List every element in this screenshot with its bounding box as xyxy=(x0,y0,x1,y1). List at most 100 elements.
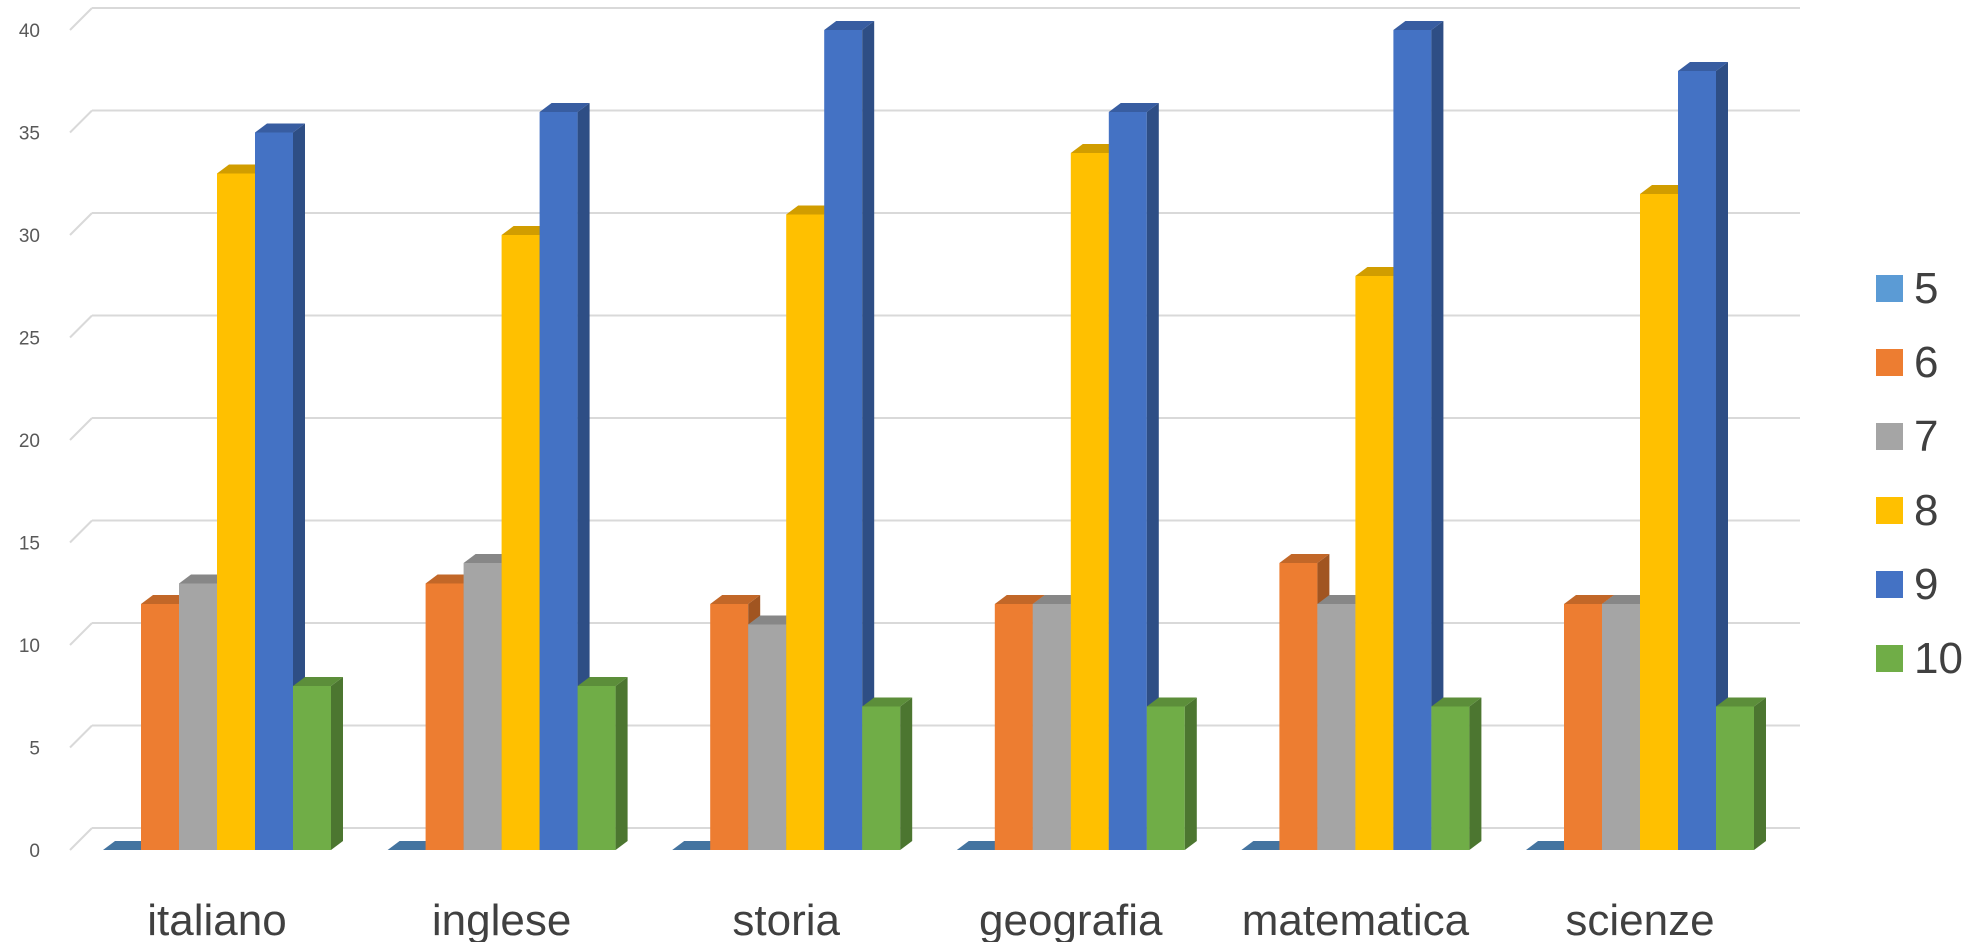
legend-label: 6 xyxy=(1914,338,1938,387)
legend-label: 10 xyxy=(1914,634,1963,683)
bar-side xyxy=(1431,21,1444,850)
bar-front xyxy=(577,686,616,850)
bar-top xyxy=(1640,185,1690,194)
legend-label: 5 xyxy=(1914,264,1938,313)
bar-side xyxy=(615,677,628,850)
y-tick-label: 10 xyxy=(19,636,40,657)
bar xyxy=(1393,21,1444,850)
bar-front xyxy=(1640,194,1678,850)
bar-top xyxy=(1431,697,1482,707)
bar-front xyxy=(1564,604,1602,850)
bar-top xyxy=(824,21,875,30)
y-tick-label: 0 xyxy=(29,841,40,862)
bar-side xyxy=(1146,103,1159,850)
category-label: matematica xyxy=(1242,896,1470,942)
bar-front xyxy=(824,30,863,850)
legend-item: 10 xyxy=(1876,634,1963,683)
gridline-diagonal-2 xyxy=(69,622,93,646)
bar xyxy=(1108,103,1159,850)
bar-front xyxy=(425,583,464,850)
y-tick-label: 35 xyxy=(19,124,40,145)
category-label: scienze xyxy=(1565,896,1714,942)
bar-side xyxy=(293,123,305,850)
bar-front xyxy=(1431,706,1470,850)
bar-top xyxy=(1393,21,1444,30)
bar-top xyxy=(1032,595,1083,604)
bar-front xyxy=(1355,276,1394,850)
gridlines xyxy=(69,7,1800,851)
legend-swatch xyxy=(1876,497,1903,524)
legend-swatch xyxy=(1876,645,1903,672)
bar-top xyxy=(1678,62,1728,71)
gridline-diagonal-8 xyxy=(69,7,93,31)
bar-top xyxy=(1355,267,1406,276)
bar-top xyxy=(293,677,343,686)
bar-top xyxy=(1070,144,1121,153)
bar xyxy=(1431,697,1482,850)
bar-front xyxy=(293,686,331,850)
legend-item: 8 xyxy=(1876,486,1938,535)
bar-side xyxy=(862,21,875,850)
bar-top xyxy=(1241,841,1292,850)
gridline-diagonal-1 xyxy=(69,724,93,749)
bar-top xyxy=(1526,841,1576,850)
y-tick-label: 30 xyxy=(19,226,40,247)
bar-front xyxy=(539,112,578,850)
bar-top xyxy=(103,841,153,850)
bar xyxy=(103,841,153,850)
bar-side xyxy=(1716,62,1728,850)
gridline-diagonal-3 xyxy=(69,519,93,544)
bar-front xyxy=(1393,30,1432,850)
bar-front xyxy=(141,604,179,850)
bar-top xyxy=(1564,595,1614,604)
bar-front xyxy=(710,604,749,850)
legend-item: 5 xyxy=(1876,264,1938,313)
gridline-diagonal-5 xyxy=(69,314,93,339)
legend-swatch xyxy=(1876,349,1903,376)
legend-swatch xyxy=(1876,571,1903,598)
gridline-diagonal-4 xyxy=(69,417,93,441)
category-label: italiano xyxy=(147,896,286,942)
bar-top xyxy=(748,615,799,625)
bar-front xyxy=(1716,706,1754,850)
bar-side xyxy=(1754,697,1766,850)
bar-top xyxy=(179,574,229,584)
bar-top xyxy=(1317,595,1368,604)
bar-top xyxy=(217,164,267,174)
bar-top xyxy=(425,574,476,584)
y-tick-label: 15 xyxy=(19,534,40,555)
bar-front xyxy=(1146,706,1185,850)
y-tick-label: 20 xyxy=(19,431,40,452)
bar xyxy=(293,677,343,850)
bar-front xyxy=(179,583,217,850)
bar-top xyxy=(577,677,628,686)
bar-front xyxy=(255,132,293,850)
legend-swatch xyxy=(1876,423,1903,450)
legend-label: 8 xyxy=(1914,486,1938,535)
bar-top xyxy=(786,205,837,215)
legend-swatch xyxy=(1876,275,1903,302)
bar-top xyxy=(463,554,514,563)
bar xyxy=(1716,697,1766,850)
bar-front xyxy=(748,624,787,850)
bar xyxy=(255,123,305,850)
bar-top xyxy=(1279,554,1330,563)
bar-front xyxy=(786,214,825,850)
bar xyxy=(956,841,1007,850)
bar-side xyxy=(1184,697,1197,850)
bar-front xyxy=(1678,71,1716,850)
category-label: geografia xyxy=(979,896,1163,942)
bar-front xyxy=(1032,604,1071,850)
y-tick-label: 40 xyxy=(19,21,40,42)
bar-front xyxy=(217,173,255,850)
y-axis-tick-labels: 0 5 10 15 20 25 30 35 40 xyxy=(19,21,40,862)
bar-top xyxy=(141,595,191,604)
bar-front xyxy=(1279,563,1318,850)
category-label: storia xyxy=(732,896,840,942)
bar-front xyxy=(1317,604,1356,850)
legend-item: 7 xyxy=(1876,412,1938,461)
bar-front xyxy=(862,706,901,850)
bar xyxy=(672,841,723,850)
bar-front xyxy=(1108,112,1147,850)
